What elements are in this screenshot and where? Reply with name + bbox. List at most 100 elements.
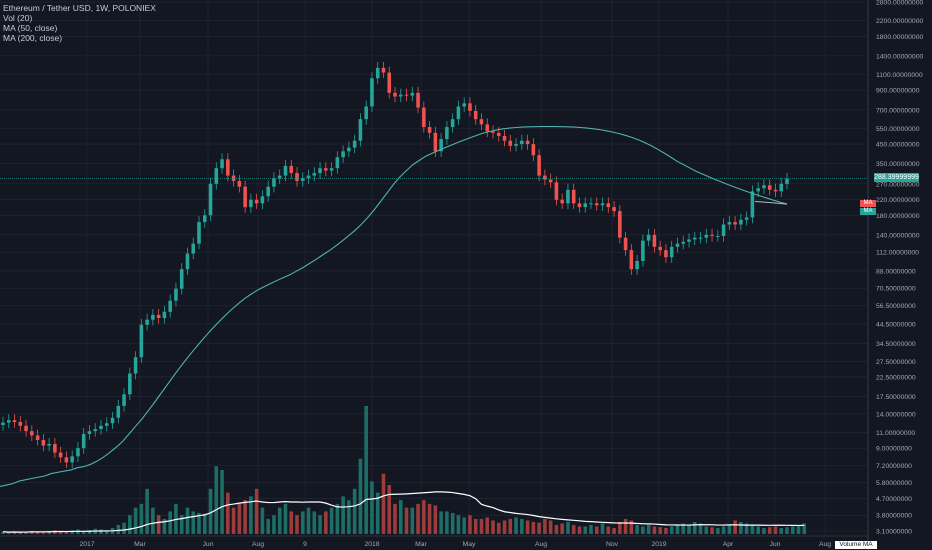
x-tick-label: Aug	[819, 541, 831, 548]
candle-body	[468, 103, 472, 111]
volume-bar	[618, 521, 622, 534]
volume-bar	[716, 527, 720, 534]
chart-legend: Ethereum / Tether USD, 1W, POLONIEX Vol …	[3, 3, 156, 43]
candle-body	[514, 144, 518, 146]
volume-bar	[571, 524, 576, 534]
volume-bar	[352, 488, 357, 534]
candle-body	[18, 422, 23, 426]
candle-body	[744, 217, 749, 220]
candle-body	[254, 199, 259, 204]
y-tick-label: 88.00000000	[876, 268, 916, 275]
y-tick-label: 1400.00000000	[876, 53, 923, 60]
y-tick-label: 70.50000000	[876, 286, 916, 293]
time-axis[interactable]: 2017 Mar Jun Aug 9 2018 Mar May Aug Nov 2019 Apr Jun…	[0, 535, 878, 548]
candle-body	[202, 215, 207, 223]
volume-bar	[398, 500, 403, 534]
volume-bar	[18, 532, 23, 534]
candle-body	[12, 420, 17, 423]
y-tick-label: 2800.00000000	[876, 0, 923, 7]
volume-bar	[306, 507, 311, 534]
x-tick-label: Mar	[134, 541, 146, 548]
price-axis[interactable]: 2800.00000000 2200.00000000 1800.00000000 1…	[867, 0, 923, 550]
volume-bar	[727, 524, 732, 534]
candle-body	[756, 188, 760, 192]
volume-bar	[583, 526, 588, 534]
ma200-line	[754, 201, 788, 205]
volume-ma-line	[2, 491, 805, 533]
symbol-title[interactable]: Ethereum / Tether USD, 1W, POLONIEX	[3, 3, 156, 13]
y-tick-label: 4.70000000	[876, 496, 912, 503]
candle-body	[618, 211, 622, 238]
candle-body	[681, 241, 686, 244]
candle-body	[162, 311, 167, 319]
candle-body	[520, 140, 524, 145]
candle-body	[456, 106, 461, 120]
volume-bar	[710, 527, 714, 534]
volume-bar	[750, 524, 755, 534]
candle-body	[381, 67, 386, 73]
volume-bar	[450, 512, 455, 534]
candle-body	[76, 448, 80, 457]
candle-body	[773, 189, 778, 192]
volume-bar	[6, 532, 11, 534]
volume-bar	[87, 530, 92, 534]
volume-bar	[439, 511, 443, 534]
ma200-indicator-label[interactable]: MA (200, close)	[3, 33, 63, 43]
volume-bar	[577, 526, 582, 534]
candle-body	[191, 243, 196, 254]
candle-body	[214, 168, 219, 184]
candle-body	[93, 429, 98, 432]
candle-body	[543, 175, 547, 180]
candle-body	[81, 433, 86, 449]
candle-body	[704, 234, 709, 238]
volume-bar	[47, 530, 51, 534]
candle-body	[577, 203, 582, 208]
y-tick-label: 700.00000000	[876, 107, 920, 114]
y-tick-label: 14.00000000	[876, 411, 916, 418]
volume-bar	[243, 500, 247, 534]
candle-body	[767, 185, 772, 190]
vol-indicator-label[interactable]: Vol (20)	[3, 13, 33, 23]
x-tick-label: Jun	[203, 541, 214, 548]
candle-body	[370, 78, 374, 107]
candle-body	[594, 203, 599, 206]
y-tick-label: 17.50000000	[876, 394, 916, 401]
y-tick-label: 900.00000000	[876, 88, 920, 95]
x-tick-label: 2018	[364, 541, 379, 548]
volume-bar	[226, 492, 230, 534]
volume-bar	[496, 522, 501, 534]
y-tick-label: 220.00000000	[876, 197, 920, 204]
candle-body	[128, 373, 132, 395]
volume-bar	[646, 524, 651, 534]
candle-body	[762, 185, 766, 189]
candle-body	[30, 431, 34, 436]
x-tick-label: 9	[303, 541, 307, 548]
volume-bar	[128, 515, 132, 534]
candle-body	[496, 132, 501, 136]
candle-body	[779, 183, 784, 192]
volume-bar	[1, 531, 5, 534]
volume-bar	[151, 507, 155, 534]
volume-bar	[520, 518, 524, 534]
volume-bar	[796, 524, 801, 534]
y-tick-label: 1100.00000000	[876, 72, 923, 79]
volume-bar	[600, 523, 605, 534]
volume-bar	[502, 520, 507, 534]
candle-body	[473, 110, 478, 120]
volume-bar	[612, 527, 616, 534]
y-tick-label: 22.50000000	[876, 374, 916, 381]
candle-body	[260, 196, 265, 204]
ma50-indicator-label[interactable]: MA (50, close)	[3, 23, 58, 33]
candle-body	[110, 417, 115, 424]
y-tick-label: 140.00000000	[876, 232, 920, 239]
volume-bar	[433, 505, 438, 534]
candle-body	[491, 131, 495, 133]
candle-body	[566, 189, 570, 204]
volume-bar	[220, 470, 224, 534]
candle-body	[24, 425, 28, 432]
volume-bar	[300, 511, 305, 534]
volume-bar	[508, 518, 513, 534]
candle-body	[600, 203, 605, 206]
volume-bar	[427, 503, 432, 534]
